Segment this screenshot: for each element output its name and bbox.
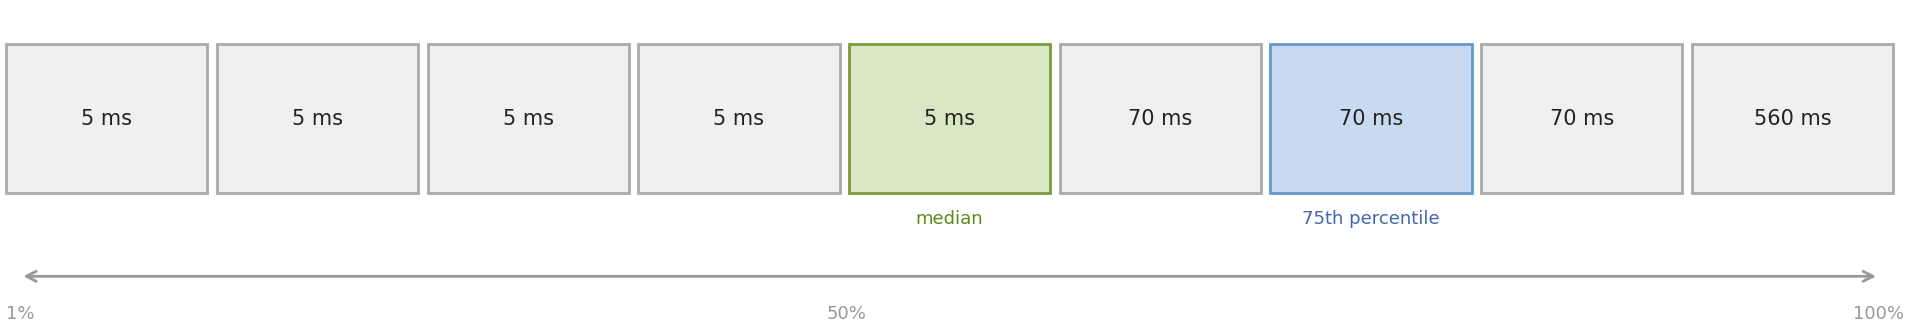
FancyBboxPatch shape [1270, 44, 1473, 193]
Text: 5 ms: 5 ms [924, 109, 976, 129]
FancyBboxPatch shape [1480, 44, 1683, 193]
Text: 70 ms: 70 ms [1339, 109, 1404, 129]
Text: 5 ms: 5 ms [292, 109, 344, 129]
Text: 560 ms: 560 ms [1753, 109, 1832, 129]
Text: 50%: 50% [827, 305, 867, 323]
Text: 5 ms: 5 ms [502, 109, 554, 129]
FancyBboxPatch shape [6, 44, 208, 193]
FancyBboxPatch shape [850, 44, 1050, 193]
Text: 5 ms: 5 ms [82, 109, 132, 129]
Text: 75th percentile: 75th percentile [1303, 210, 1440, 228]
Text: 100%: 100% [1853, 305, 1904, 323]
FancyBboxPatch shape [1060, 44, 1261, 193]
Text: median: median [915, 210, 984, 228]
FancyBboxPatch shape [1692, 44, 1893, 193]
FancyBboxPatch shape [218, 44, 418, 193]
FancyBboxPatch shape [428, 44, 628, 193]
Text: 70 ms: 70 ms [1129, 109, 1192, 129]
Text: 1%: 1% [6, 305, 34, 323]
Text: 5 ms: 5 ms [714, 109, 764, 129]
FancyBboxPatch shape [638, 44, 840, 193]
Text: 70 ms: 70 ms [1549, 109, 1614, 129]
